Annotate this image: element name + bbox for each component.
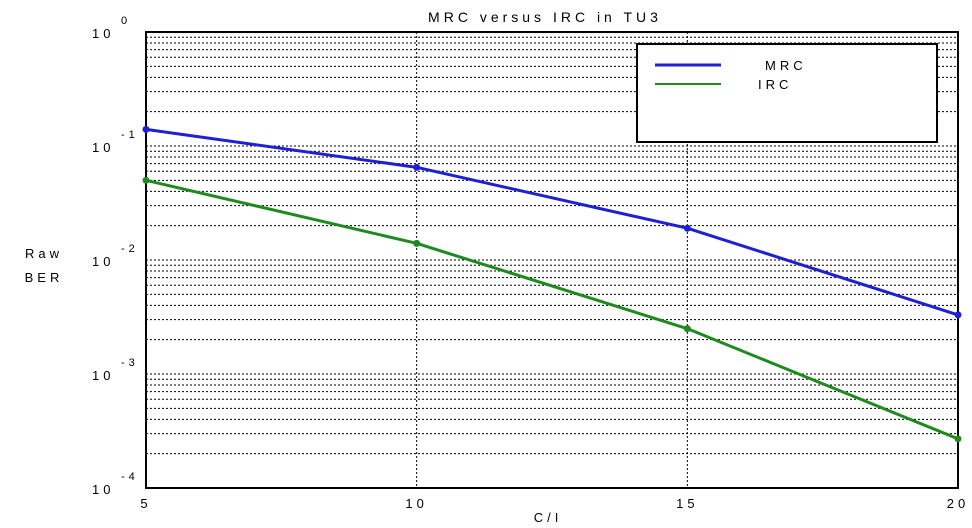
y-tick-label-base: 10 bbox=[92, 368, 114, 383]
x-tick-label: 5 bbox=[140, 496, 151, 511]
legend-box bbox=[636, 43, 938, 143]
y-tick-label-base: 10 bbox=[92, 140, 114, 155]
y-tick-label-base: 10 bbox=[92, 26, 114, 41]
plot-area-frame bbox=[145, 31, 959, 489]
x-axis-label: C/I bbox=[534, 510, 563, 525]
x-tick-label: 10 bbox=[405, 496, 427, 511]
y-tick-label-exponent: -1 bbox=[121, 129, 139, 141]
y-tick-label-exponent: 0 bbox=[121, 15, 131, 27]
series-line-irc bbox=[145, 178, 959, 441]
y-tick-label-base: 10 bbox=[92, 482, 114, 497]
y-tick-label-base: 10 bbox=[92, 254, 114, 269]
y-tick-label-exponent: -2 bbox=[121, 243, 139, 255]
data-point-mrc bbox=[413, 163, 421, 171]
y-tick-label-exponent: -4 bbox=[121, 471, 139, 483]
y-tick-label-exponent: -3 bbox=[121, 357, 139, 369]
x-tick-label: 20 bbox=[947, 496, 969, 511]
data-point-mrc bbox=[142, 125, 150, 133]
data-point-irc bbox=[954, 435, 962, 443]
legend: MRC IRC bbox=[636, 43, 938, 143]
legend-label-irc: IRC bbox=[758, 77, 792, 92]
data-point-irc bbox=[142, 176, 150, 184]
tick-labels: 5 10 15 20 10 0 10 -1 10 -2 10 -3 10 -4 bbox=[92, 15, 969, 511]
data-point-mrc bbox=[954, 311, 962, 319]
y-axis-label-line-1: Raw bbox=[25, 246, 63, 261]
series-line-mrc bbox=[145, 127, 959, 317]
data-point-mrc bbox=[683, 224, 691, 232]
data-point-irc bbox=[683, 325, 691, 333]
x-tick-label: 15 bbox=[676, 496, 698, 511]
chart-title: MRC versus IRC in TU3 bbox=[428, 9, 662, 25]
series-group bbox=[142, 125, 962, 443]
data-point-irc bbox=[413, 239, 421, 247]
y-axis-label-line-2: BER bbox=[25, 270, 64, 285]
legend-label-mrc: MRC bbox=[765, 58, 807, 73]
